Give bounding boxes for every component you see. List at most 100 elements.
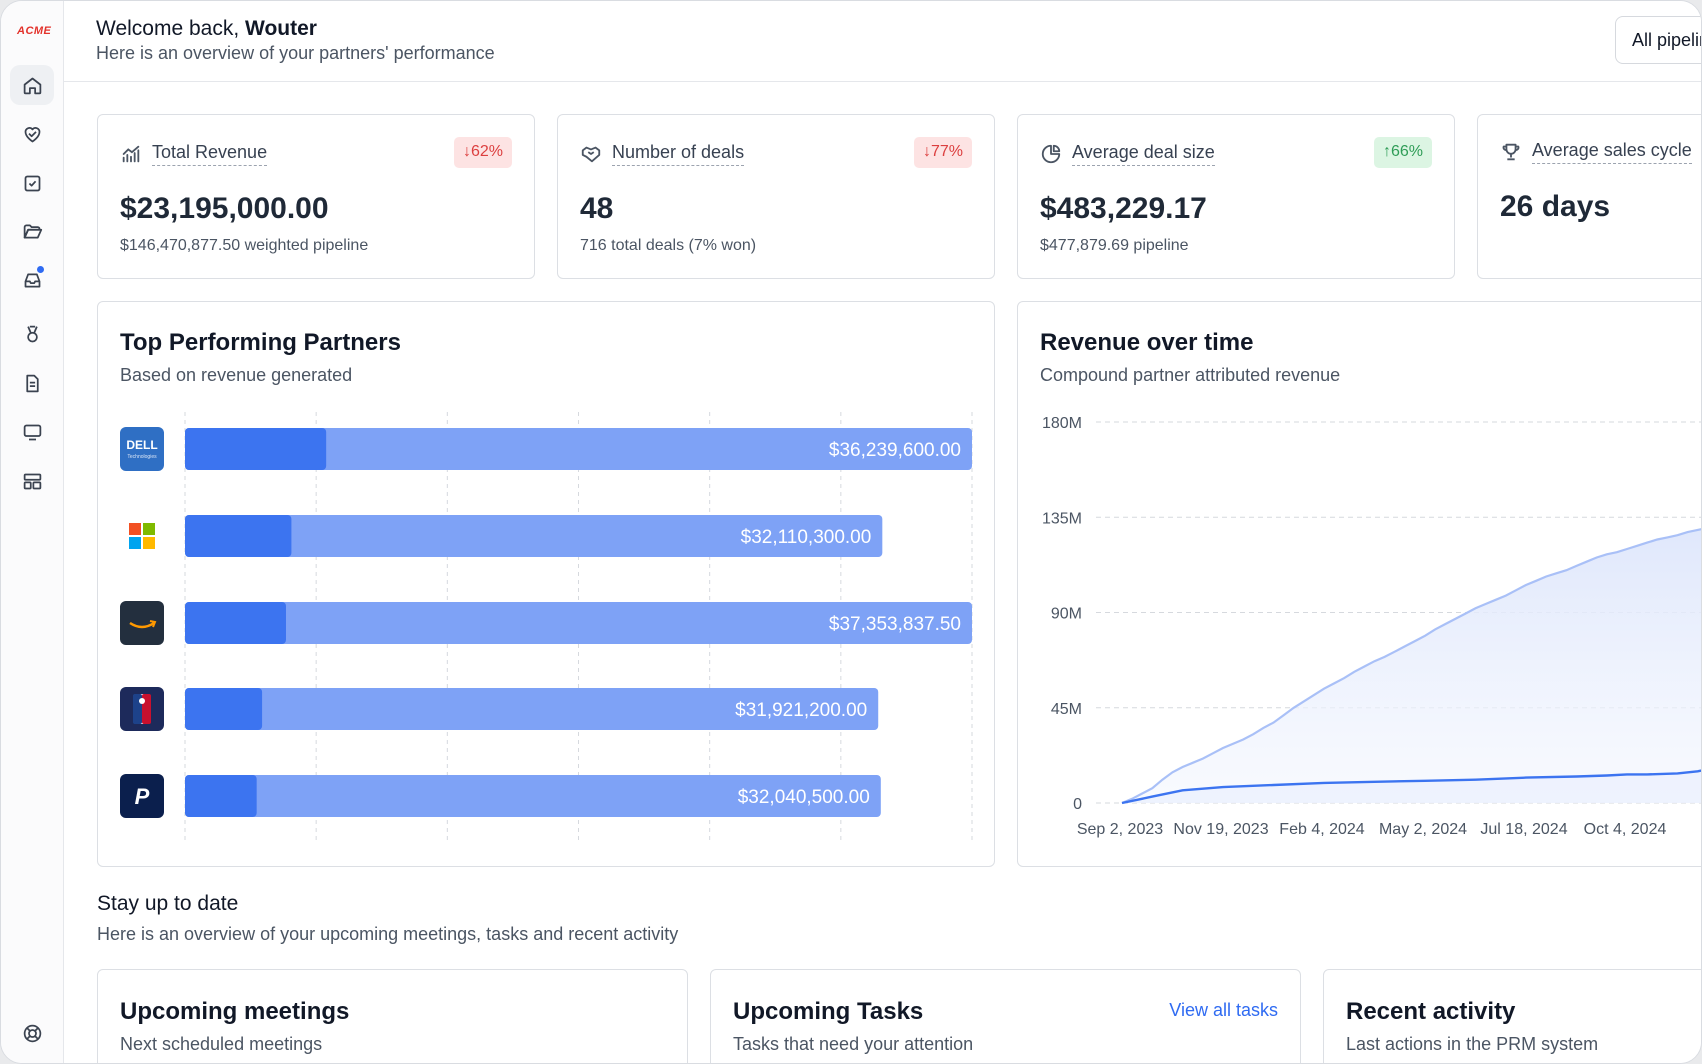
x-tick-label: Nov 19, 2023: [1173, 821, 1268, 838]
change-badge: ↓62%: [453, 137, 512, 168]
microsoft-logo: [129, 523, 155, 549]
kpi-label-text: Total Revenue: [152, 142, 268, 166]
kpi-label[interactable]: Average sales cycle: [1500, 140, 1692, 164]
revenue-area-chart: 180M 135M 90M 45M 0 Sep 2, 2023 Nov 19, 2023 F…: [1042, 415, 1702, 838]
pipeline-revenue-line[interactable]: [1121, 504, 1702, 805]
card-title: Recent activity: [1346, 998, 1516, 1025]
y-tick-label: 180M: [1042, 415, 1082, 432]
y-tick-label: 45M: [1051, 701, 1082, 718]
y-tick-label: 0: [1073, 796, 1082, 813]
svg-text:DELL: DELL: [126, 438, 157, 452]
pipeline-select-button[interactable]: All pipelines: [1615, 16, 1701, 64]
kpi-label-text: Number of deals: [612, 142, 745, 166]
change-badge: ↑66%: [1373, 137, 1432, 168]
paypal-logo: P: [120, 774, 164, 818]
card-title: Upcoming meetings: [120, 998, 350, 1025]
kpi-label-text: Average deal size: [1072, 142, 1215, 166]
y-tick-label: 135M: [1042, 510, 1082, 527]
badge-value: 77%: [930, 143, 963, 160]
bar-value-label: $31,921,200.00: [735, 700, 867, 721]
bar-value-label: $36,239,600.00: [829, 440, 961, 461]
header-subtitle: Here is an overview of your partners' pe…: [96, 43, 495, 63]
partners-bar-chart: DELL Technologies: [120, 412, 973, 842]
partner-bar-highlight: [185, 775, 257, 817]
pipeline-area-fill: [1122, 529, 1701, 803]
badge-value: 62%: [470, 143, 503, 160]
nba-logo: [120, 687, 164, 731]
partner-bar-highlight: [185, 428, 327, 470]
kpi-label-text: Average sales cycle: [1532, 140, 1692, 164]
welcome-title: Welcome back, Wouter: [96, 17, 317, 41]
kpi-subtext: $477,879.69 pipeline: [1040, 237, 1189, 254]
card-subtitle: Compound partner attributed revenue: [1040, 365, 1341, 385]
upcoming-meetings-card: Upcoming meetings Next scheduled meeting…: [97, 969, 688, 1063]
partner-bar-highlight: [185, 602, 286, 644]
change-badge: ↓77%: [913, 137, 972, 168]
kpi-value: $23,195,000.00: [120, 192, 329, 225]
card-subtitle: Last actions in the PRM system: [1346, 1034, 1599, 1054]
kpi-subtext: $146,470,877.50 weighted pipeline: [120, 237, 369, 254]
kpi-card-average-sales-cycle: Average sales cycle 26 days: [1477, 114, 1701, 279]
partner-bar[interactable]: [185, 688, 879, 730]
card-subtitle: Based on revenue generated: [120, 365, 353, 385]
kpi-card-average-deal-size: Average deal size ↑66% $483,229.17 $477,…: [1017, 114, 1455, 279]
user-name: Wouter: [245, 17, 317, 40]
layout-icon[interactable]: [10, 461, 54, 501]
svg-text:Technologies: Technologies: [127, 454, 157, 460]
inbox-icon[interactable]: [10, 260, 54, 300]
kpi-value: $483,229.17: [1040, 192, 1207, 225]
kpi-label[interactable]: Total Revenue: [120, 142, 268, 166]
top-partners-card: Top Performing Partners Based on revenue…: [97, 301, 995, 867]
page-header: Welcome back, Wouter Here is an overview…: [64, 1, 1701, 82]
sidebar: ACME: [1, 1, 64, 1063]
recent-activity-card: Recent activity Last actions in the PRM …: [1323, 969, 1701, 1063]
pie-chart-icon: [1041, 144, 1061, 164]
view-all-tasks-link[interactable]: View all tasks: [1169, 1000, 1278, 1020]
x-tick-label: Feb 4, 2024: [1279, 821, 1365, 838]
monitor-icon[interactable]: [10, 412, 54, 452]
won-area-fill: [1122, 770, 1701, 803]
notification-dot: [37, 266, 44, 273]
help-icon[interactable]: [10, 1013, 54, 1053]
y-tick-label: 90M: [1051, 606, 1082, 623]
section-subtitle: Here is an overview of your upcoming mee…: [97, 924, 679, 944]
amazon-logo: [120, 601, 164, 645]
revenue-over-time-card: Revenue over time Compound partner attri…: [1017, 301, 1702, 867]
card-title: Top Performing Partners: [120, 329, 401, 356]
bar-value-label: $32,110,300.00: [741, 527, 872, 548]
svg-text:P: P: [135, 784, 150, 809]
kpi-card-number-of-deals: Number of deals ↓77% 48 716 total deals …: [557, 114, 995, 279]
partner-bar[interactable]: [185, 602, 972, 644]
award-icon[interactable]: [10, 314, 54, 354]
bar-value-label: $37,353,837.50: [829, 614, 961, 635]
bar-value-label: $32,040,500.00: [738, 787, 870, 808]
partner-bar[interactable]: [185, 515, 883, 557]
partner-bar[interactable]: [185, 428, 972, 470]
kpi-label[interactable]: Average deal size: [1040, 142, 1215, 166]
x-tick-label: Sep 2, 2023: [1077, 821, 1163, 838]
document-icon[interactable]: [10, 363, 54, 403]
home-icon[interactable]: [10, 65, 54, 105]
badge-value: 66%: [1390, 143, 1423, 160]
x-tick-label: Jul 18, 2024: [1480, 821, 1567, 838]
folder-icon[interactable]: [10, 211, 54, 251]
x-tick-label: Oct 4, 2024: [1584, 821, 1667, 838]
partners-heart-icon[interactable]: [10, 114, 54, 154]
kpi-card-total-revenue: Total Revenue ↓62% $23,195,000.00 $146,4…: [97, 114, 535, 279]
handshake-icon: [581, 146, 601, 163]
section-title: Stay up to date: [97, 892, 239, 915]
tasks-check-icon[interactable]: [10, 163, 54, 203]
partner-bar[interactable]: [185, 775, 881, 817]
welcome-prefix: Welcome back,: [96, 17, 245, 40]
card-subtitle: Tasks that need your attention: [733, 1034, 974, 1054]
dell-logo: DELL Technologies: [120, 427, 164, 471]
kpi-label[interactable]: Number of deals: [580, 142, 745, 166]
partner-bar-highlight: [185, 515, 292, 557]
won-revenue-line[interactable]: [1121, 762, 1702, 805]
acme-logo[interactable]: ACME: [17, 25, 52, 37]
upcoming-tasks-card: Upcoming Tasks Tasks that need your atte…: [710, 969, 1301, 1063]
card-subtitle: Next scheduled meetings: [120, 1034, 323, 1054]
kpi-value: 26 days: [1500, 190, 1611, 223]
card-title: Revenue over time: [1040, 329, 1254, 356]
